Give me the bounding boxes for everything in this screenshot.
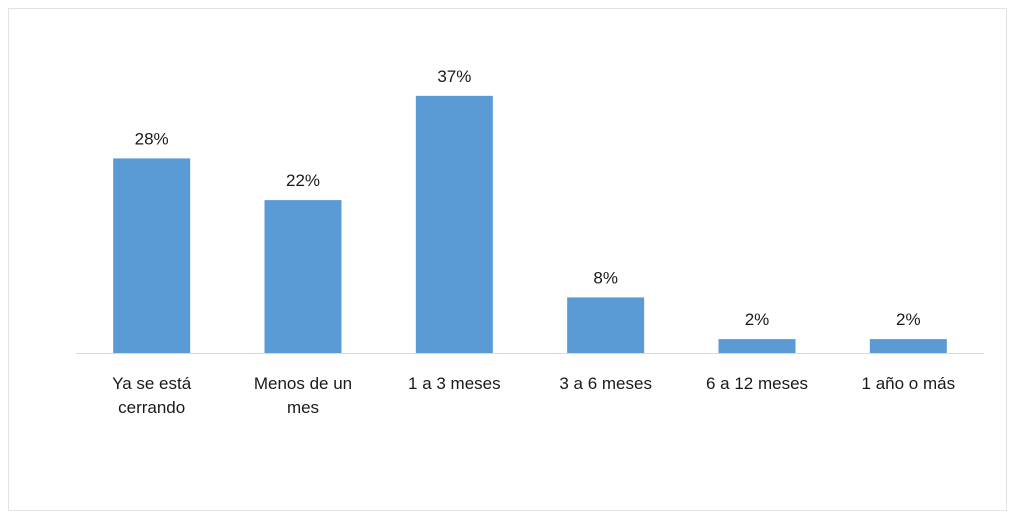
bar: [415, 95, 493, 353]
data-label: 2%: [896, 310, 921, 329]
bars-group: [113, 95, 947, 353]
bar: [718, 339, 796, 353]
data-label: 22%: [286, 171, 320, 190]
category-label: Menos de un: [254, 374, 352, 393]
category-label: Ya se está: [112, 374, 192, 393]
category-labels-group: Ya se está cerrando Menos de un mes 1 a 3 me…: [112, 374, 955, 417]
category-label: mes: [287, 398, 319, 417]
data-label: 28%: [135, 129, 169, 148]
category-label: 3 a 6 meses: [559, 374, 652, 393]
bar: [869, 339, 947, 353]
bar: [264, 200, 342, 353]
category-label: 1 año o más: [862, 374, 956, 393]
category-label: 6 a 12 meses: [706, 374, 808, 393]
data-labels-group: 28% 22% 37% 8% 2% 2%: [135, 67, 921, 329]
data-label: 8%: [593, 268, 618, 287]
data-label: 2%: [745, 310, 770, 329]
data-label: 37%: [437, 67, 471, 86]
bar: [567, 297, 645, 353]
category-label: 1 a 3 meses: [408, 374, 501, 393]
bar: [113, 158, 191, 353]
category-label: cerrando: [118, 398, 185, 417]
